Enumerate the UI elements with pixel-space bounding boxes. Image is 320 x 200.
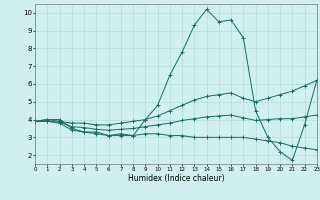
X-axis label: Humidex (Indice chaleur): Humidex (Indice chaleur) [128, 174, 224, 183]
